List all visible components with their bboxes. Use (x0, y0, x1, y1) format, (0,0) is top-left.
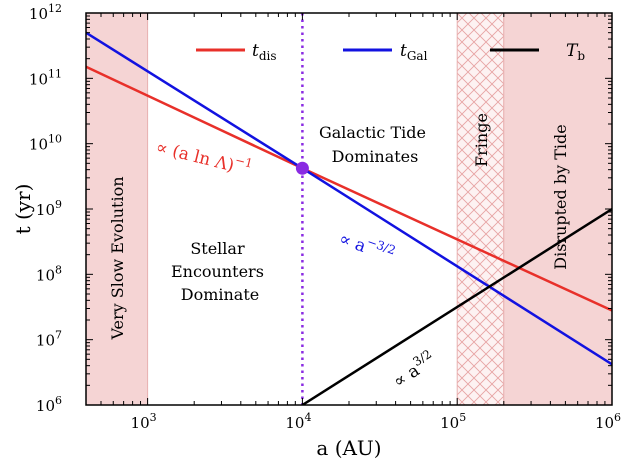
x-tick-label-5: 105 (440, 411, 466, 432)
legend-label-gal: tGal (400, 41, 428, 63)
legend: tdis tGal Tb (196, 41, 585, 63)
galactic-tide-label: Galactic Tide Dominates (319, 123, 431, 166)
y-tick-label-12: 1012 (29, 2, 62, 23)
legend-label-tb: Tb (566, 41, 585, 63)
y-tick-label-11: 1011 (29, 67, 62, 88)
series-line-t-b (301, 207, 612, 405)
annotation-tb: ∝ a3/2 (388, 347, 440, 392)
y-tick-label-8: 108 (36, 263, 62, 284)
x-tick-label-3: 103 (131, 411, 157, 432)
y-tick-label-10: 1010 (29, 133, 62, 154)
region-label-disrupted: Disrupted by Tide (551, 124, 570, 269)
stellar-encounters-label: Stellar Encounters Dominate (171, 239, 269, 304)
x-axis-label: a (AU) (316, 436, 381, 460)
ticks-group: 103 104 105 106 106 107 108 109 1010 1011 1012 (29, 2, 621, 432)
region-2 (503, 13, 612, 405)
regions (86, 13, 612, 405)
region-label-fringe: Fringe (472, 113, 491, 167)
annotation-gal: ∝ a−3/2 (336, 225, 397, 267)
y-tick-label-9: 109 (36, 198, 62, 219)
marker-group (295, 161, 309, 175)
x-tick-label-6: 106 (595, 411, 621, 432)
region-0 (86, 13, 148, 405)
y-tick-label-6: 106 (36, 394, 62, 415)
y-axis-label: t (yr) (11, 184, 35, 235)
y-tick-label-7: 107 (36, 329, 62, 350)
annotation-dis: ∝ (a ln Λ)−1 (154, 134, 254, 181)
legend-label-dis: tdis (252, 41, 277, 63)
crossing-point-marker (295, 161, 309, 175)
region-1 (457, 13, 504, 405)
region-label-slow: Very Slow Evolution (108, 176, 127, 340)
x-tick-label-4: 104 (285, 411, 311, 432)
